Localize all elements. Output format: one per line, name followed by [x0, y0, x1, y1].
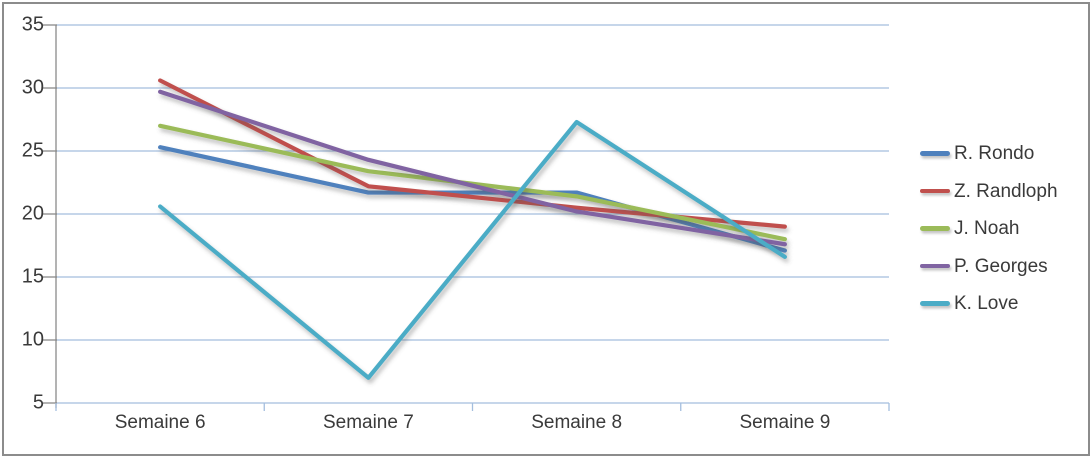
- x-axis-label: Semaine 8: [531, 412, 623, 433]
- series-color-swatch: [920, 301, 950, 306]
- series-line-j-noah: [158, 123, 787, 242]
- y-axis-label: 30: [21, 76, 44, 99]
- x-axis-label: Semaine 7: [322, 412, 414, 433]
- legend-item: P. Georges: [920, 256, 1058, 277]
- y-axis-label: 20: [21, 202, 44, 225]
- legend-label: Z. Randloph: [954, 180, 1058, 202]
- series-color-swatch: [920, 263, 950, 269]
- series-line-z-randloph: [158, 78, 787, 229]
- x-axis-label: Semaine 9: [739, 412, 831, 433]
- series-color-swatch: [920, 151, 950, 156]
- series-line-k-love: [158, 119, 787, 380]
- legend-label: P. Georges: [954, 255, 1048, 277]
- y-axis-label: 10: [21, 328, 44, 351]
- legend-item: Z. Randloph: [920, 181, 1058, 202]
- legend: R. Rondo Z. Randloph J. Noah P. Georges …: [920, 143, 1058, 314]
- series-line-r-rondo: [158, 145, 787, 253]
- legend-item: J. Noah: [920, 218, 1058, 239]
- legend-label: K. Love: [954, 293, 1019, 314]
- y-axis-label: 5: [32, 391, 44, 414]
- x-axis-label: Semaine 6: [114, 412, 206, 433]
- legend-label: J. Noah: [954, 218, 1020, 239]
- legend-item: R. Rondo: [920, 143, 1058, 164]
- y-axis-label: 35: [21, 13, 44, 36]
- legend-item: K. Love: [920, 293, 1058, 314]
- legend-label: R. Rondo: [954, 143, 1035, 164]
- series-line-p-georges: [158, 89, 787, 247]
- series-color-swatch: [920, 188, 950, 194]
- y-axis-label: 25: [21, 139, 44, 162]
- y-axis-label: 15: [21, 265, 44, 288]
- series-color-swatch: [920, 226, 950, 231]
